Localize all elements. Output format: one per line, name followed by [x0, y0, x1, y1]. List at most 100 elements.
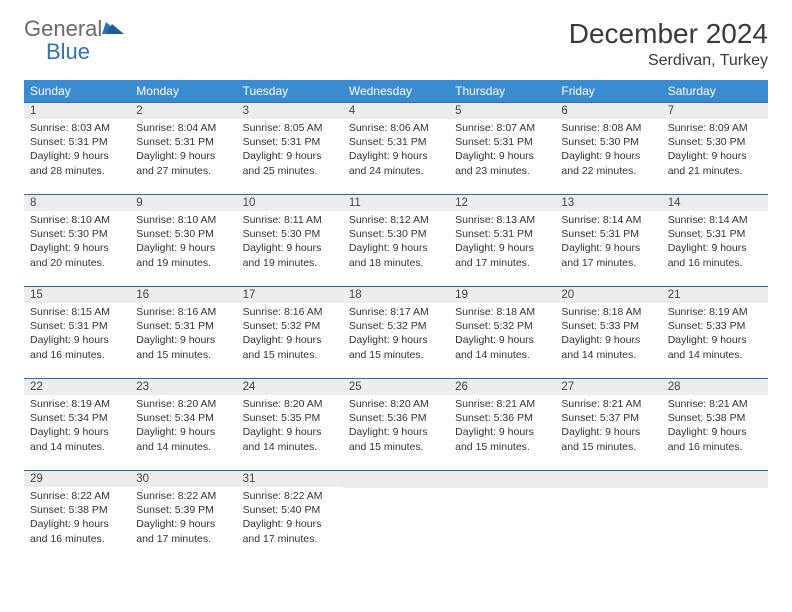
- day-details: Sunrise: 8:05 AMSunset: 5:31 PMDaylight:…: [237, 119, 343, 178]
- calendar-cell: [662, 470, 768, 562]
- day-details: Sunrise: 8:19 AMSunset: 5:33 PMDaylight:…: [662, 303, 768, 362]
- calendar-cell: 25Sunrise: 8:20 AMSunset: 5:36 PMDayligh…: [343, 378, 449, 470]
- day-number: 23: [130, 378, 236, 395]
- day-details: Sunrise: 8:08 AMSunset: 5:30 PMDaylight:…: [555, 119, 661, 178]
- logo-text-blue: Blue: [24, 39, 90, 64]
- calendar-cell: 10Sunrise: 8:11 AMSunset: 5:30 PMDayligh…: [237, 194, 343, 286]
- dayname-row: SundayMondayTuesdayWednesdayThursdayFrid…: [24, 80, 768, 102]
- logo-text-wrap: General Blue: [24, 18, 124, 64]
- day-details: Sunrise: 8:16 AMSunset: 5:31 PMDaylight:…: [130, 303, 236, 362]
- day-number-empty: [662, 470, 768, 488]
- day-number: 22: [24, 378, 130, 395]
- calendar-cell: [343, 470, 449, 562]
- location: Serdivan, Turkey: [569, 52, 768, 70]
- calendar-cell: [555, 470, 661, 562]
- calendar-cell: 19Sunrise: 8:18 AMSunset: 5:32 PMDayligh…: [449, 286, 555, 378]
- calendar-week: 29Sunrise: 8:22 AMSunset: 5:38 PMDayligh…: [24, 470, 768, 562]
- day-details: Sunrise: 8:06 AMSunset: 5:31 PMDaylight:…: [343, 119, 449, 178]
- day-number: 19: [449, 286, 555, 303]
- day-details: Sunrise: 8:10 AMSunset: 5:30 PMDaylight:…: [24, 211, 130, 270]
- calendar-body: 1Sunrise: 8:03 AMSunset: 5:31 PMDaylight…: [24, 102, 768, 562]
- calendar-table: SundayMondayTuesdayWednesdayThursdayFrid…: [24, 80, 768, 562]
- day-number: 1: [24, 102, 130, 119]
- calendar-cell: 3Sunrise: 8:05 AMSunset: 5:31 PMDaylight…: [237, 102, 343, 194]
- day-number: 24: [237, 378, 343, 395]
- day-number-empty: [449, 470, 555, 488]
- day-details: Sunrise: 8:20 AMSunset: 5:35 PMDaylight:…: [237, 395, 343, 454]
- dayname-header: Monday: [130, 80, 236, 102]
- day-details: Sunrise: 8:21 AMSunset: 5:36 PMDaylight:…: [449, 395, 555, 454]
- dayname-header: Thursday: [449, 80, 555, 102]
- calendar-cell: 11Sunrise: 8:12 AMSunset: 5:30 PMDayligh…: [343, 194, 449, 286]
- day-number: 21: [662, 286, 768, 303]
- month-title: December 2024: [569, 18, 768, 50]
- calendar-cell: 24Sunrise: 8:20 AMSunset: 5:35 PMDayligh…: [237, 378, 343, 470]
- day-details: Sunrise: 8:03 AMSunset: 5:31 PMDaylight:…: [24, 119, 130, 178]
- day-number: 20: [555, 286, 661, 303]
- calendar-cell: 5Sunrise: 8:07 AMSunset: 5:31 PMDaylight…: [449, 102, 555, 194]
- day-number: 15: [24, 286, 130, 303]
- calendar-cell: 15Sunrise: 8:15 AMSunset: 5:31 PMDayligh…: [24, 286, 130, 378]
- calendar-cell: 28Sunrise: 8:21 AMSunset: 5:38 PMDayligh…: [662, 378, 768, 470]
- dayname-header: Wednesday: [343, 80, 449, 102]
- calendar-cell: 14Sunrise: 8:14 AMSunset: 5:31 PMDayligh…: [662, 194, 768, 286]
- calendar-cell: 1Sunrise: 8:03 AMSunset: 5:31 PMDaylight…: [24, 102, 130, 194]
- calendar-cell: 30Sunrise: 8:22 AMSunset: 5:39 PMDayligh…: [130, 470, 236, 562]
- day-details: Sunrise: 8:22 AMSunset: 5:39 PMDaylight:…: [130, 487, 236, 546]
- day-number: 14: [662, 194, 768, 211]
- calendar-cell: 31Sunrise: 8:22 AMSunset: 5:40 PMDayligh…: [237, 470, 343, 562]
- calendar-cell: 27Sunrise: 8:21 AMSunset: 5:37 PMDayligh…: [555, 378, 661, 470]
- day-number: 6: [555, 102, 661, 119]
- day-details: Sunrise: 8:21 AMSunset: 5:38 PMDaylight:…: [662, 395, 768, 454]
- calendar-cell: 16Sunrise: 8:16 AMSunset: 5:31 PMDayligh…: [130, 286, 236, 378]
- day-details: Sunrise: 8:18 AMSunset: 5:32 PMDaylight:…: [449, 303, 555, 362]
- day-number: 11: [343, 194, 449, 211]
- day-number: 7: [662, 102, 768, 119]
- day-details: Sunrise: 8:18 AMSunset: 5:33 PMDaylight:…: [555, 303, 661, 362]
- calendar-week: 1Sunrise: 8:03 AMSunset: 5:31 PMDaylight…: [24, 102, 768, 194]
- flag-icon: [102, 20, 124, 36]
- day-details: Sunrise: 8:12 AMSunset: 5:30 PMDaylight:…: [343, 211, 449, 270]
- dayname-header: Friday: [555, 80, 661, 102]
- calendar-cell: 17Sunrise: 8:16 AMSunset: 5:32 PMDayligh…: [237, 286, 343, 378]
- day-number-empty: [555, 470, 661, 488]
- calendar-cell: 26Sunrise: 8:21 AMSunset: 5:36 PMDayligh…: [449, 378, 555, 470]
- calendar-cell: 23Sunrise: 8:20 AMSunset: 5:34 PMDayligh…: [130, 378, 236, 470]
- calendar-cell: 20Sunrise: 8:18 AMSunset: 5:33 PMDayligh…: [555, 286, 661, 378]
- day-details: Sunrise: 8:21 AMSunset: 5:37 PMDaylight:…: [555, 395, 661, 454]
- day-details: Sunrise: 8:20 AMSunset: 5:36 PMDaylight:…: [343, 395, 449, 454]
- day-details: Sunrise: 8:09 AMSunset: 5:30 PMDaylight:…: [662, 119, 768, 178]
- day-details: Sunrise: 8:20 AMSunset: 5:34 PMDaylight:…: [130, 395, 236, 454]
- calendar-cell: 4Sunrise: 8:06 AMSunset: 5:31 PMDaylight…: [343, 102, 449, 194]
- day-number: 16: [130, 286, 236, 303]
- day-number: 30: [130, 470, 236, 487]
- day-number: 27: [555, 378, 661, 395]
- dayname-header: Sunday: [24, 80, 130, 102]
- day-details: Sunrise: 8:07 AMSunset: 5:31 PMDaylight:…: [449, 119, 555, 178]
- dayname-header: Saturday: [662, 80, 768, 102]
- day-details: Sunrise: 8:13 AMSunset: 5:31 PMDaylight:…: [449, 211, 555, 270]
- day-number: 26: [449, 378, 555, 395]
- day-details: Sunrise: 8:04 AMSunset: 5:31 PMDaylight:…: [130, 119, 236, 178]
- header: General Blue December 2024 Serdivan, Tur…: [24, 18, 768, 70]
- page: General Blue December 2024 Serdivan, Tur…: [0, 0, 792, 562]
- dayname-header: Tuesday: [237, 80, 343, 102]
- calendar-cell: 18Sunrise: 8:17 AMSunset: 5:32 PMDayligh…: [343, 286, 449, 378]
- calendar-cell: 2Sunrise: 8:04 AMSunset: 5:31 PMDaylight…: [130, 102, 236, 194]
- calendar-cell: 9Sunrise: 8:10 AMSunset: 5:30 PMDaylight…: [130, 194, 236, 286]
- day-number: 8: [24, 194, 130, 211]
- day-details: Sunrise: 8:22 AMSunset: 5:40 PMDaylight:…: [237, 487, 343, 546]
- calendar-week: 22Sunrise: 8:19 AMSunset: 5:34 PMDayligh…: [24, 378, 768, 470]
- day-number: 25: [343, 378, 449, 395]
- day-details: Sunrise: 8:16 AMSunset: 5:32 PMDaylight:…: [237, 303, 343, 362]
- day-number: 12: [449, 194, 555, 211]
- day-details: Sunrise: 8:14 AMSunset: 5:31 PMDaylight:…: [555, 211, 661, 270]
- calendar-cell: 21Sunrise: 8:19 AMSunset: 5:33 PMDayligh…: [662, 286, 768, 378]
- day-number: 18: [343, 286, 449, 303]
- logo: General Blue: [24, 18, 124, 64]
- day-details: Sunrise: 8:10 AMSunset: 5:30 PMDaylight:…: [130, 211, 236, 270]
- day-number-empty: [343, 470, 449, 488]
- day-details: Sunrise: 8:19 AMSunset: 5:34 PMDaylight:…: [24, 395, 130, 454]
- calendar-cell: 8Sunrise: 8:10 AMSunset: 5:30 PMDaylight…: [24, 194, 130, 286]
- calendar-week: 8Sunrise: 8:10 AMSunset: 5:30 PMDaylight…: [24, 194, 768, 286]
